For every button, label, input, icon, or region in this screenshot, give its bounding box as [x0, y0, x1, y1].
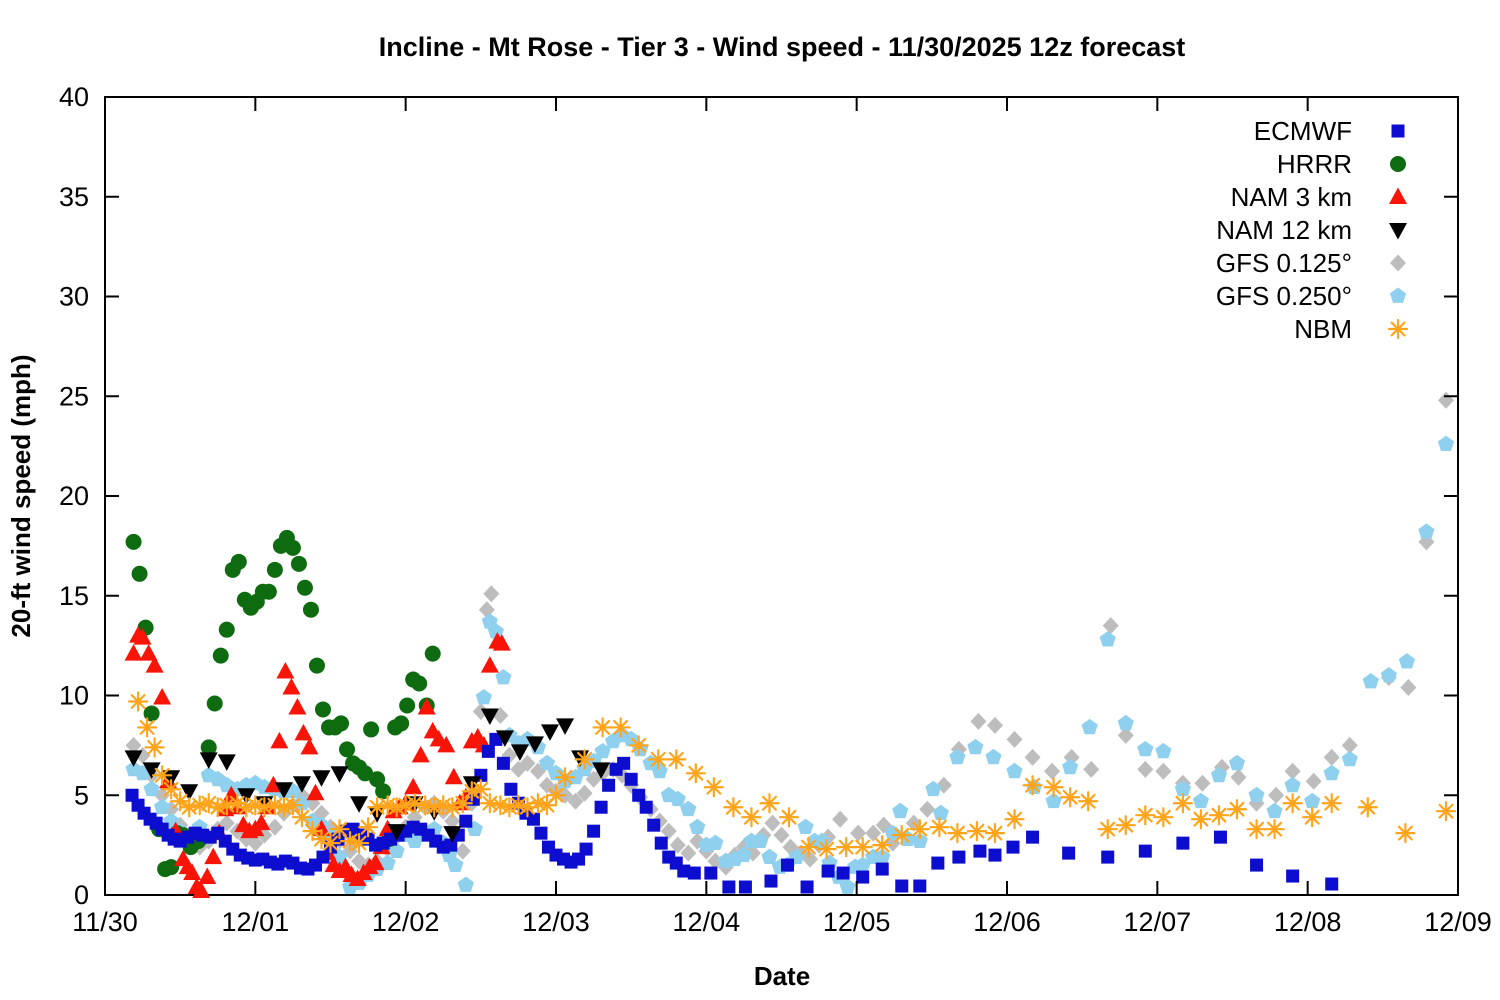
legend-item-gfs-0-250-: GFS 0.250° [1216, 281, 1407, 311]
y-axis: 0 5 10 15 20 25 30 35 40 [59, 82, 1458, 910]
legend-label: GFS 0.125° [1216, 248, 1352, 278]
legend-item-gfs-0-125-: GFS 0.125° [1216, 248, 1406, 278]
legend-marker-circle-icon [1390, 156, 1406, 172]
x-tick-label: 12/02 [372, 907, 440, 937]
x-tick-label: 12/04 [673, 907, 741, 937]
x-tick-label: 12/08 [1274, 907, 1342, 937]
y-tick-label: 40 [59, 82, 89, 112]
y-tick-label: 25 [59, 381, 89, 411]
legend-label: NAM 12 km [1216, 215, 1352, 245]
y-tick-label: 15 [59, 581, 89, 611]
y-tick-label: 0 [74, 880, 89, 910]
y-tick-label: 5 [74, 780, 89, 810]
legend-label: HRRR [1277, 149, 1352, 179]
y-tick-label: 20 [59, 481, 89, 511]
legend-item-nam-3-km: NAM 3 km [1231, 182, 1407, 212]
series-hrrr [125, 529, 441, 878]
y-tick-label: 35 [59, 182, 89, 212]
legend-item-nam-12-km: NAM 12 km [1216, 215, 1407, 245]
x-axis: 11/30 12/01 12/02 12/03 12/04 12/05 12/06 12/07… [72, 97, 1492, 937]
x-tick-label: 11/30 [72, 907, 138, 937]
series-nbm [127, 691, 1457, 860]
legend-item-nbm: NBM [1294, 314, 1409, 344]
y-tick-label: 30 [59, 282, 89, 312]
legend-label: GFS 0.250° [1216, 281, 1352, 311]
legend-marker-asterisk-icon [1387, 318, 1409, 340]
legend-item-ecmwf: ECMWF [1254, 116, 1405, 146]
y-axis-title: 20-ft wind speed (mph) [6, 354, 36, 637]
legend-marker-pentagon-icon [1389, 287, 1407, 303]
x-tick-label: 12/03 [522, 907, 590, 937]
plot-area [104, 96, 1459, 899]
legend-label: ECMWF [1254, 116, 1352, 146]
y-tick-label: 10 [59, 681, 89, 711]
legend-marker-square-icon [1391, 124, 1405, 138]
series-nam-12-km [124, 708, 611, 843]
x-tick-label: 12/09 [1424, 907, 1492, 937]
legend-label: NBM [1294, 314, 1352, 344]
x-tick-label: 12/05 [823, 907, 891, 937]
legend-marker-triangle-up-icon [1389, 187, 1407, 204]
x-tick-label: 12/07 [1124, 907, 1192, 937]
legend-marker-triangle-down-icon [1389, 223, 1407, 240]
legend-item-hrrr: HRRR [1277, 149, 1406, 179]
series-gfs-0-125- [125, 391, 1454, 876]
legend-label: NAM 3 km [1231, 182, 1352, 212]
chart-title: Incline - Mt Rose - Tier 3 - Wind speed … [379, 32, 1186, 62]
x-axis-title: Date [754, 961, 810, 991]
x-tick-label: 12/06 [973, 907, 1041, 937]
x-tick-label: 12/01 [222, 907, 290, 937]
legend-marker-diamond-icon [1390, 254, 1406, 272]
